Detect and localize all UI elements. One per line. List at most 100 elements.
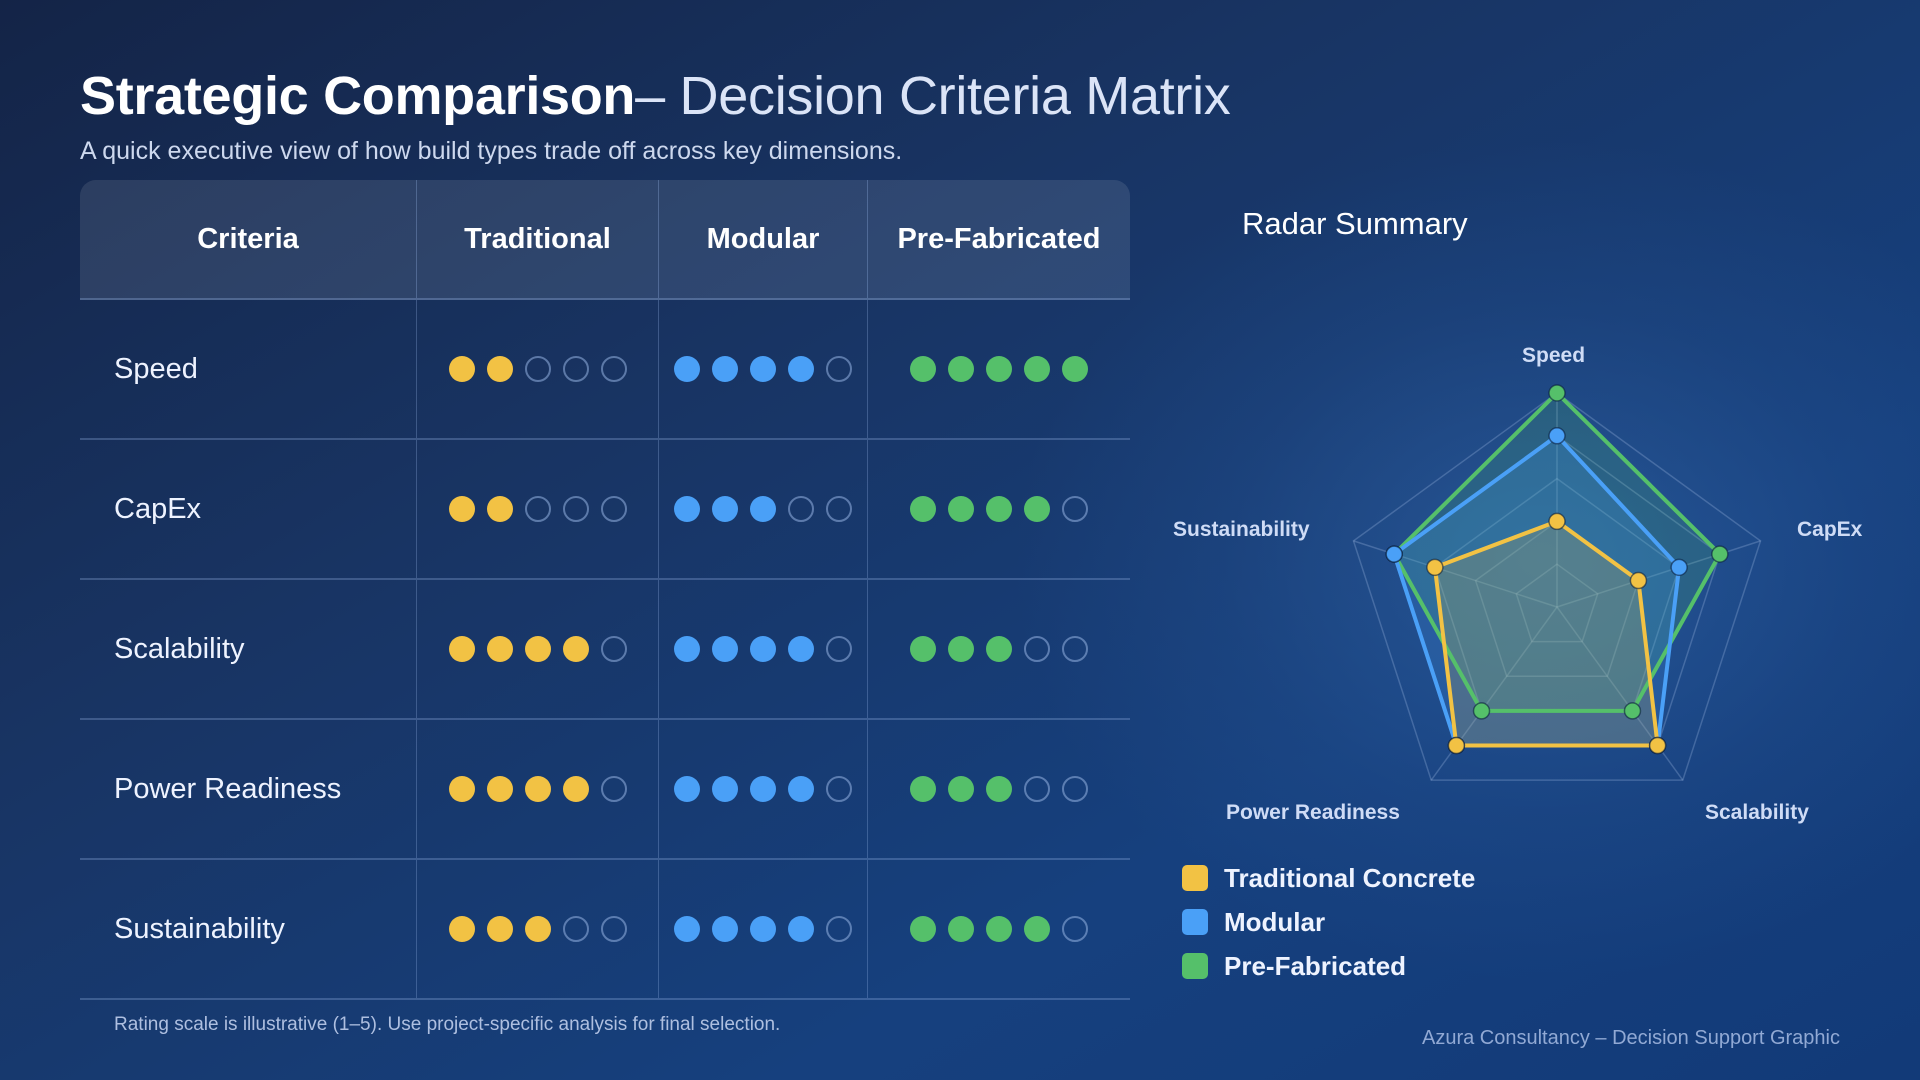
radar-axis-line (1353, 540, 1558, 608)
radar-axis-line (1556, 540, 1761, 608)
decision-matrix-table: Criteria Traditional Modular Pre-Fabrica… (80, 180, 1130, 1000)
filled-dot-icon (986, 496, 1012, 522)
column-header-traditional: Traditional (416, 180, 658, 298)
empty-dot-icon (562, 356, 589, 382)
footer-credit: Azura Consultancy – Decision Support Gra… (1422, 1027, 1840, 1049)
rating-cell-modular (658, 300, 867, 438)
legend-label: Modular (1224, 906, 1326, 937)
filled-dot-icon (1062, 356, 1088, 382)
filled-dot-icon (986, 636, 1012, 662)
filled-dot-icon (562, 636, 589, 662)
rating-footnote: Rating scale is illustrative (1–5). Use … (114, 1014, 781, 1035)
legend-swatch-traditional (1182, 865, 1208, 891)
radar-data-point (1548, 512, 1566, 531)
rating-dots (910, 636, 1088, 662)
column-header-criteria: Criteria (197, 222, 299, 255)
filled-dot-icon (486, 916, 513, 942)
radar-data-point (1548, 384, 1566, 402)
empty-dot-icon (524, 356, 551, 382)
rating-dots (674, 916, 852, 942)
filled-dot-icon (750, 356, 776, 382)
column-header-prefabricated: Pre-Fabricated (867, 180, 1130, 298)
empty-dot-icon (826, 916, 852, 942)
radar-data-point (1548, 427, 1566, 445)
rating-cell-modular (658, 440, 867, 578)
radar-axis-line (1556, 606, 1684, 781)
filled-dot-icon (486, 636, 513, 662)
filled-dot-icon (674, 776, 700, 802)
radar-series-outline (1432, 519, 1660, 748)
criteria-label: Speed (114, 352, 198, 385)
radar-data-point (1629, 571, 1648, 590)
filled-dot-icon (948, 356, 974, 382)
empty-dot-icon (826, 636, 852, 662)
filled-dot-icon (524, 636, 551, 662)
table-header: Criteria Traditional Modular Pre-Fabrica… (80, 180, 1130, 300)
radar-grid-ring (1474, 520, 1640, 678)
rating-dots (448, 776, 627, 802)
criteria-label: Power Readiness (114, 772, 342, 805)
rating-cell-prefabricated (867, 440, 1130, 578)
radar-area-fill (1394, 435, 1680, 746)
empty-dot-icon (600, 916, 627, 942)
rating-dots (448, 916, 627, 942)
filled-dot-icon (674, 916, 700, 942)
filled-dot-icon (712, 636, 738, 662)
filled-dot-icon (788, 636, 814, 662)
rating-dots (910, 496, 1088, 522)
empty-dot-icon (600, 636, 627, 662)
radar-area-fill (1434, 521, 1658, 746)
legend-item-traditional: Traditional Concrete (1182, 856, 1475, 900)
radar-data-point (1711, 545, 1729, 563)
filled-dot-icon (750, 636, 776, 662)
filled-dot-icon (788, 916, 814, 942)
rating-dots (674, 636, 852, 662)
rating-dots (448, 496, 627, 522)
rating-dots (448, 636, 627, 662)
filled-dot-icon (1024, 916, 1050, 942)
empty-dot-icon (1062, 636, 1088, 662)
filled-dot-icon (948, 916, 974, 942)
filled-dot-icon (712, 496, 738, 522)
empty-dot-icon (1024, 776, 1050, 802)
table-row: CapEx (80, 440, 1130, 580)
rating-cell-prefabricated (867, 300, 1130, 438)
filled-dot-icon (750, 496, 776, 522)
rating-cell-traditional (416, 720, 658, 858)
radar-data-point (1385, 545, 1403, 563)
empty-dot-icon (826, 356, 852, 382)
filled-dot-icon (448, 356, 475, 382)
table-row: Speed (80, 300, 1130, 440)
filled-dot-icon (674, 496, 700, 522)
radar-data-point (1670, 558, 1688, 577)
empty-dot-icon (1062, 916, 1088, 942)
rating-cell-traditional (416, 860, 658, 998)
filled-dot-icon (788, 776, 814, 802)
filled-dot-icon (1024, 496, 1050, 522)
radar-grid-ring (1393, 434, 1721, 747)
criteria-label: Sustainability (114, 912, 285, 945)
radar-data-point (1648, 736, 1667, 755)
filled-dot-icon (750, 776, 776, 802)
page-title-sub: – Decision Criteria Matrix (635, 66, 1231, 126)
radar-data-point (1648, 736, 1667, 755)
filled-dot-icon (562, 776, 589, 802)
rating-cell-prefabricated (867, 720, 1130, 858)
empty-dot-icon (562, 916, 589, 942)
filled-dot-icon (986, 776, 1012, 802)
filled-dot-icon (910, 636, 936, 662)
radar-axis-label-sustainability: Sustainability (1173, 518, 1310, 541)
empty-dot-icon (600, 776, 627, 802)
radar-legend: Traditional Concrete Modular Pre-Fabrica… (1182, 856, 1475, 988)
radar-axis-label-speed: Speed (1522, 344, 1586, 367)
filled-dot-icon (910, 776, 936, 802)
filled-dot-icon (674, 636, 700, 662)
radar-data-point (1472, 702, 1491, 720)
filled-dot-icon (448, 636, 475, 662)
rating-cell-traditional (416, 580, 658, 718)
filled-dot-icon (910, 356, 936, 382)
legend-label: Traditional Concrete (1224, 862, 1476, 893)
filled-dot-icon (486, 776, 513, 802)
rating-cell-modular (658, 580, 867, 718)
empty-dot-icon (600, 356, 627, 382)
